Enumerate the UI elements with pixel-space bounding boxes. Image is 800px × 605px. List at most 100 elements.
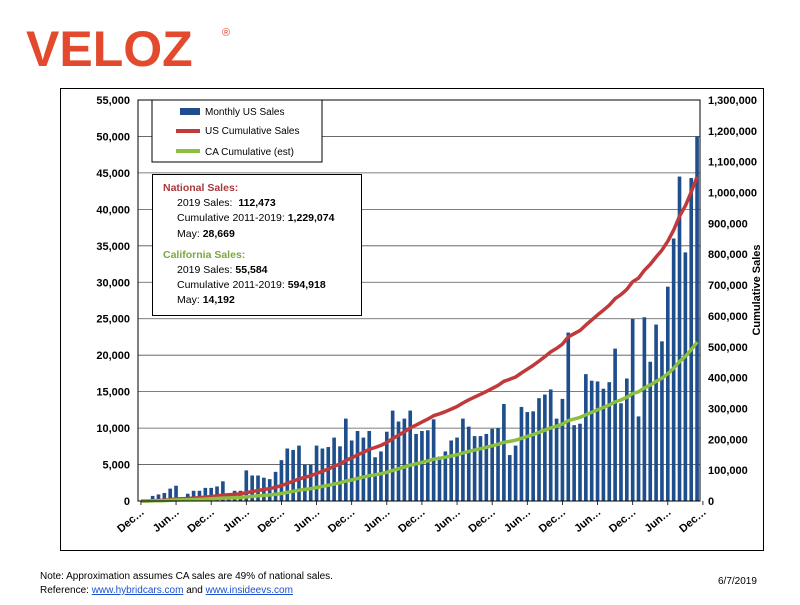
ca-cumulative-line [140,341,699,503]
monthly-sales-bar [636,416,641,501]
monthly-sales-bar [654,324,658,501]
left-tick-label: 15,000 [96,387,130,399]
right-tick-label: 500,000 [708,342,748,354]
monthly-sales-bar [379,451,383,501]
right-tick-label: 900,000 [708,218,748,230]
monthly-sales-bar [607,382,612,501]
monthly-sales-bar [466,426,471,501]
monthly-sales-bar [443,451,448,501]
monthly-sales-bar [630,318,635,501]
national-cumulative-row: Cumulative 2011-2019: 1,229,074 [163,211,361,226]
sales-annotation-box: National Sales: 2019 Sales: 112,473 Cumu… [152,174,362,316]
x-tick-label: Dec… [256,506,288,535]
monthly-sales-bar [367,431,372,501]
insideevs-link[interactable]: www.insideevs.com [205,585,293,596]
left-tick-label: 0 [124,496,130,508]
right-tick-label: 700,000 [708,280,748,292]
x-tick-label: Jun… [291,506,322,535]
monthly-sales-bar [320,448,325,501]
monthly-sales-bar [285,448,290,501]
left-tick-label: 10,000 [96,423,130,435]
x-tick-label: Dec… [537,506,569,535]
monthly-sales-bar [677,176,682,501]
monthly-sales-bar [332,437,336,501]
monthly-sales-bar [543,394,547,501]
x-tick-label: Jun… [572,506,603,535]
right-tick-label: 1,100,000 [708,157,757,169]
monthly-sales-bar [665,286,670,501]
california-sales-title: California Sales: [163,248,246,261]
national-cumulative-label: Cumulative 2011-2019: [177,212,285,225]
logo-text: VELOZ [26,22,193,74]
monthly-sales-bar [660,341,664,501]
line-series [140,176,699,503]
x-tick-label: Dec… [326,506,358,535]
right-tick-label: 0 [708,496,714,508]
monthly-sales-bar [256,475,260,501]
monthly-sales-bar [695,136,699,502]
hybridcars-link[interactable]: www.hybridcars.com [91,585,184,596]
legend-label-monthly: Monthly US Sales [205,107,284,118]
monthly-sales-bar [531,411,535,501]
national-2019-value: 112,473 [238,197,276,210]
monthly-sales-bar [601,388,606,501]
left-tick-label: 30,000 [96,277,130,289]
monthly-sales-bar [396,421,401,501]
monthly-sales-bar [455,437,459,501]
right-tick-label: 200,000 [708,434,748,446]
monthly-sales-bar [338,446,342,501]
legend-label-us-cumulative: US Cumulative Sales [205,126,299,137]
monthly-sales-bar [215,486,219,501]
footer-date: 6/7/2019 [718,576,757,587]
monthly-sales-bar [150,495,155,501]
right-tick-label: 1,200,000 [708,126,757,138]
monthly-sales-bar [209,487,213,501]
legend-swatch-monthly [180,108,200,115]
monthly-sales-bar [244,470,249,501]
monthly-sales-bar [525,412,530,501]
left-tick-label: 40,000 [96,204,130,216]
monthly-sales-bar [560,398,565,501]
monthly-sales-bar [291,449,295,501]
monthly-sales-bar [303,464,307,501]
monthly-sales-bar [572,425,576,501]
monthly-sales-bar [490,428,494,501]
veloz-logo: VELOZ ® [26,22,230,74]
x-tick-label: Dec… [607,506,639,535]
right-tick-label: 400,000 [708,373,748,385]
right-tick-label: 1,000,000 [708,188,757,200]
legend: Monthly US Sales US Cumulative Sales CA … [151,99,323,163]
monthly-sales-bar [507,455,512,501]
monthly-sales-bar [449,440,454,501]
x-tick-label: Jun… [362,506,393,535]
monthly-sales-bar [689,178,694,501]
monthly-sales-bar [589,380,594,501]
monthly-sales-bar [373,457,377,501]
monthly-sales-bar [519,406,524,501]
x-tick-label: Jun… [221,506,252,535]
monthly-sales-bar [414,433,418,501]
monthly-sales-bar [484,433,489,501]
monthly-sales-bar [584,374,588,501]
x-tick-label: Dec… [186,506,218,535]
logo-registered-mark: ® [222,27,230,39]
national-2019-label: 2019 Sales: [177,197,233,210]
left-tick-label: 50,000 [96,131,130,143]
monthly-sales-bar [461,418,465,501]
monthly-sales-bar [537,398,541,501]
monthly-sales-bar [619,403,623,501]
reference-prefix: Reference: [40,585,89,596]
right-tick-label: 100,000 [708,465,748,477]
legend-label-ca-cumulative: CA Cumulative (est) [205,147,294,158]
monthly-sales-bar [390,410,395,501]
monthly-sales-bar [420,431,424,501]
ca-cumulative-label: Cumulative 2011-2019: [177,279,285,292]
monthly-sales-bar [361,437,366,501]
monthly-sales-bar [191,490,196,501]
monthly-sales-bar [174,485,178,501]
monthly-sales-bar [156,494,161,501]
monthly-sales-bar [384,431,389,501]
right-axis-title: Cumulative Sales [751,244,763,335]
monthly-sales-bar [197,490,202,501]
